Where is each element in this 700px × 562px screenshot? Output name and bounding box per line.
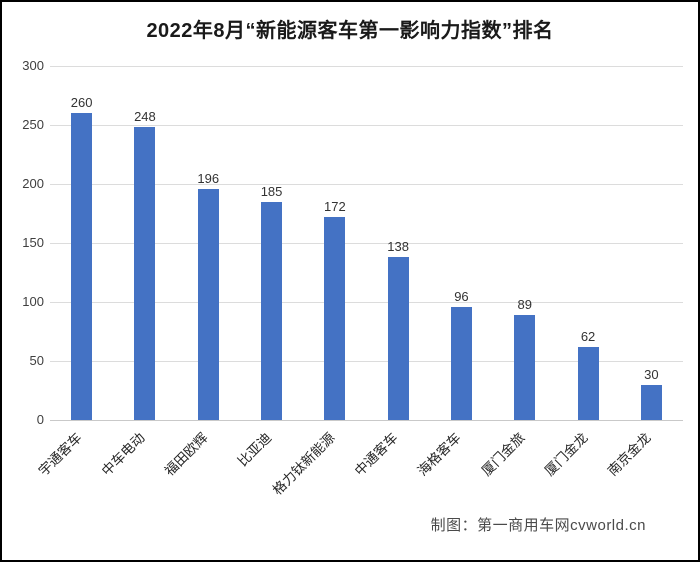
bar-value-label: 196 (197, 170, 220, 186)
gridline (50, 302, 683, 303)
y-axis-tick-label: 250 (22, 117, 44, 132)
y-axis-tick-label: 200 (22, 176, 44, 191)
bar (640, 384, 662, 420)
bar (324, 217, 346, 420)
bar-value-label: 89 (517, 296, 532, 312)
gridline (50, 66, 683, 67)
bar-value-label: 62 (580, 328, 596, 344)
bar-value-label: 30 (644, 366, 659, 382)
x-axis-category-label: 厦门金旅 (478, 430, 528, 479)
x-axis-line (50, 420, 683, 421)
bar (387, 257, 409, 420)
x-axis-category-label: 格力钛新能源 (269, 430, 338, 498)
bar (577, 346, 599, 420)
x-axis-category-label: 中通客车 (351, 430, 401, 479)
bar-value-label: 96 (454, 288, 469, 304)
x-axis-category-label: 南京金龙 (605, 430, 654, 479)
credit-text: 制图：第一商用车网cvworld.cn (430, 517, 646, 534)
bar (514, 314, 536, 420)
y-axis-tick-label: 150 (22, 235, 44, 250)
x-axis-category-label: 比亚迪 (234, 430, 275, 470)
y-axis-tick-label: 300 (22, 58, 44, 73)
x-axis-category-label: 福田欧辉 (162, 430, 211, 479)
bar-value-label: 138 (387, 239, 409, 255)
gridline (50, 125, 683, 126)
y-axis-tick-label: 50 (29, 353, 44, 368)
y-axis-tick-label: 100 (22, 294, 44, 309)
bar (450, 306, 472, 420)
bar (197, 188, 219, 420)
chart-title: 2022年8月“新能源客车第一影响力指数”排名 (146, 20, 554, 42)
bar-value-label: 248 (134, 109, 156, 125)
x-axis-category-label: 宇通客车 (35, 430, 85, 479)
y-axis-tick-label: 0 (36, 412, 44, 427)
bar (134, 127, 156, 420)
bar (261, 201, 283, 420)
x-axis-category-label: 海格客车 (415, 430, 465, 479)
x-axis-category-label: 厦门金龙 (541, 430, 591, 479)
gridline (50, 184, 683, 185)
x-axis-category-label: 中车电动 (98, 430, 148, 479)
bar-value-label: 172 (323, 199, 346, 215)
bar (71, 113, 93, 420)
bar-value-label: 260 (70, 95, 93, 111)
gridline (50, 243, 683, 244)
gridline (50, 361, 683, 362)
bar-value-label: 185 (260, 183, 283, 199)
